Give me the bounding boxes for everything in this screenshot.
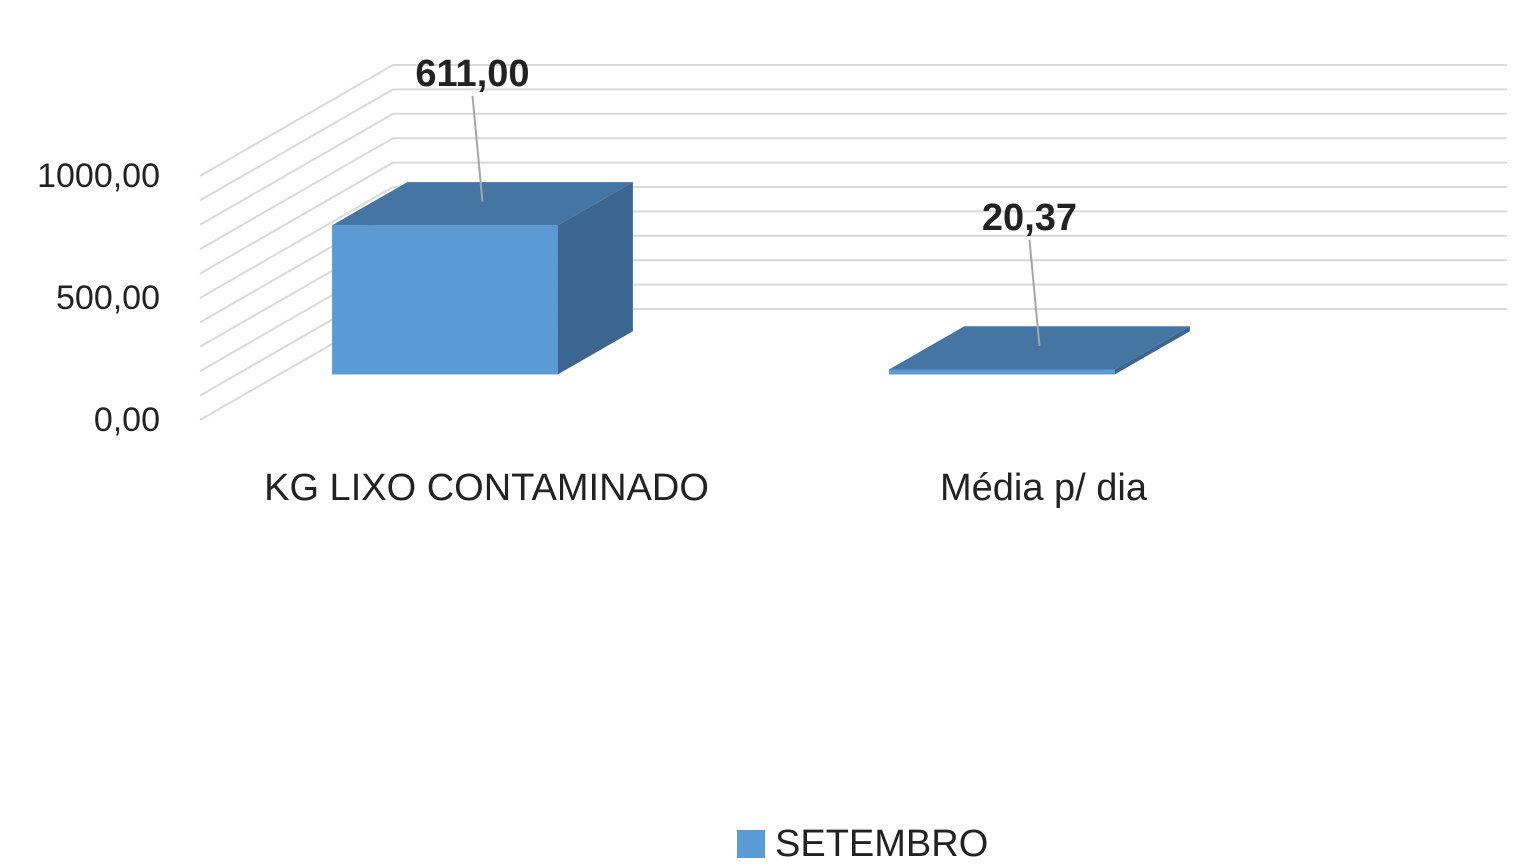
bar-front [889, 369, 1115, 375]
y-tick-label: 0,00 [94, 401, 160, 439]
grid-line [199, 112, 1507, 226]
grid-line [199, 186, 1507, 299]
grid-line [199, 88, 1507, 202]
bar-top [889, 326, 1190, 370]
legend-swatch [737, 830, 765, 858]
leader-line [471, 95, 484, 202]
bar-top [332, 182, 633, 226]
x-tick-label: Média p/ dia [940, 467, 1148, 509]
grid-line [199, 64, 1507, 177]
y-tick-label: 500,00 [56, 279, 160, 317]
grid-line [199, 161, 1507, 275]
leader-line [1028, 239, 1041, 346]
legend-label: SETEMBRO [775, 823, 988, 865]
y-tick-label: 1000,00 [37, 157, 160, 195]
grid-line [199, 137, 1507, 251]
bar-front [332, 225, 558, 375]
value-label: 20,37 [982, 197, 1077, 239]
value-label: 611,00 [415, 53, 529, 95]
x-tick-label: KG LIXO CONTAMINADO [264, 467, 709, 509]
bar-side [557, 182, 633, 375]
bar-side [1114, 326, 1190, 375]
